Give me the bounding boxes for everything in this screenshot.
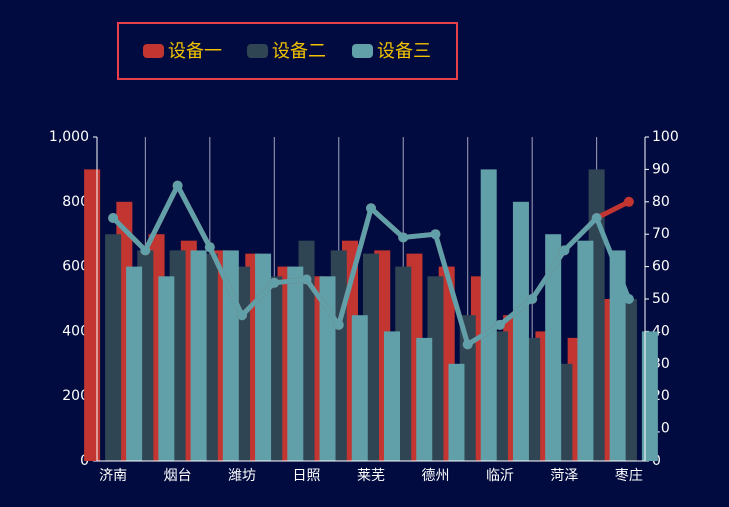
bar — [255, 253, 272, 461]
line-point — [204, 242, 215, 253]
line-point — [623, 196, 634, 207]
bar — [158, 276, 175, 461]
bar — [287, 266, 304, 461]
line-point — [237, 310, 248, 321]
legend-swatch — [247, 44, 268, 58]
x-tick-label: 德州 — [421, 468, 449, 484]
bar — [351, 315, 368, 461]
x-tick-label: 济南 — [99, 468, 127, 484]
line-point — [462, 339, 473, 350]
legend-swatch — [352, 44, 373, 58]
y-tick-label: 800 — [62, 194, 89, 210]
bar — [448, 363, 465, 461]
y2-tick-label: 90 — [652, 161, 670, 177]
y2-tick-label: 50 — [652, 291, 670, 307]
bar — [577, 240, 594, 461]
bar — [319, 276, 336, 461]
y2-tick-label: 70 — [652, 226, 670, 242]
line-point — [591, 213, 602, 223]
legend-swatch — [143, 44, 164, 58]
line-point — [527, 294, 538, 304]
line-point — [140, 245, 151, 256]
line-point — [172, 180, 183, 191]
legend-label: 设备二 — [272, 41, 326, 62]
bar — [416, 337, 433, 461]
y-tick-label: 200 — [62, 388, 89, 404]
line-point — [398, 232, 409, 243]
line-point — [494, 319, 505, 330]
line-point — [430, 229, 441, 240]
x-tick-label: 潍坊 — [228, 468, 256, 484]
x-tick-label: 临沂 — [486, 468, 514, 484]
y2-tick-label: 60 — [652, 259, 670, 275]
x-tick-label: 菏泽 — [550, 468, 578, 484]
legend-box — [117, 22, 458, 80]
line-point — [366, 203, 376, 214]
bar — [512, 201, 529, 462]
bar — [190, 250, 207, 461]
bar — [480, 169, 497, 461]
bar — [105, 234, 122, 461]
x-tick-label: 莱芜 — [357, 467, 385, 484]
y-tick-label: 600 — [62, 259, 89, 275]
line-point — [623, 294, 634, 304]
bar — [84, 169, 101, 461]
y2-tick-label: 100 — [652, 129, 679, 145]
x-tick-label: 枣庄 — [615, 467, 643, 484]
bar — [126, 266, 143, 461]
x-tick-label: 日照 — [293, 468, 321, 484]
x-tick-label: 烟台 — [164, 468, 192, 484]
line-point — [301, 274, 312, 285]
bar — [641, 331, 658, 461]
legend-label: 设备三 — [377, 41, 431, 62]
y2-tick-label: 80 — [652, 194, 670, 210]
bar — [609, 250, 626, 461]
line-point — [108, 213, 119, 223]
legend-label: 设备一 — [168, 41, 222, 62]
line-point — [559, 245, 570, 256]
y-tick-label: 400 — [62, 323, 89, 339]
y-tick-label: 1,000 — [49, 129, 89, 145]
bar — [384, 331, 400, 461]
line-point — [269, 277, 280, 288]
line-point — [333, 319, 344, 330]
bar — [545, 234, 562, 461]
